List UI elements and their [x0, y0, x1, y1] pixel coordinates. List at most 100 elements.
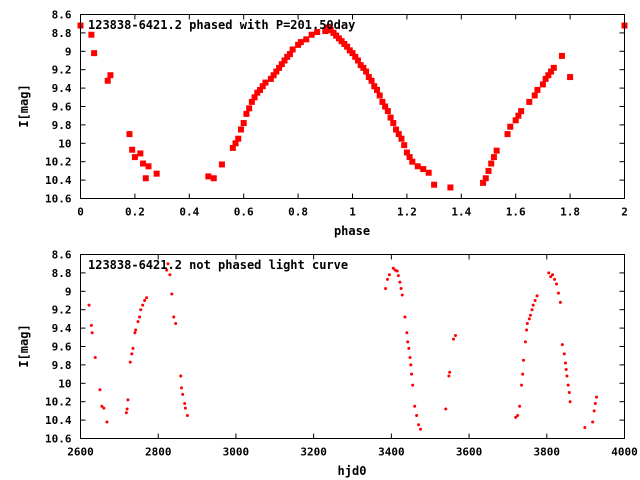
phased-x-axis-label: phase [334, 224, 370, 238]
light-curve-data-point [89, 323, 93, 327]
light-curve-data-point [384, 287, 388, 291]
phased-data-point [395, 131, 402, 138]
light-curve-data-point [564, 368, 568, 371]
light-curve-data-point [556, 291, 560, 295]
light-curve-data-point [131, 346, 135, 350]
phased-plot-frame [80, 14, 625, 199]
phased-data-point [232, 140, 239, 147]
light-curve-data-point [139, 308, 143, 312]
light-curve-x-tick-label: 2800 [145, 446, 172, 459]
phased-y-tick-label: 9.2 [52, 64, 72, 77]
light-curve-data-point [185, 414, 189, 417]
light-curve-data-point [551, 273, 555, 277]
light-curve-data-point [411, 383, 415, 387]
phased-x-tick-label: 0.2 [125, 206, 145, 219]
phased-data-point [322, 28, 329, 35]
phased-data-point [512, 117, 519, 124]
light-curve-data-point [518, 404, 522, 408]
phased-data-point [218, 161, 225, 168]
light-curve-y-tick-label: 8.6 [52, 249, 72, 262]
light-curve-data-point [591, 420, 595, 424]
phased-data-point [488, 160, 495, 167]
light-curve-data-point [98, 388, 102, 392]
light-curve-data-point [406, 340, 410, 344]
phased-data-point [243, 110, 250, 117]
light-curve-data-point [90, 331, 94, 335]
light-curve-data-point [530, 308, 534, 312]
phased-data-point [107, 72, 114, 79]
phased-data-point [490, 154, 497, 161]
light-curve-data-point [138, 315, 142, 319]
light-curve-x-tick-label: 3400 [378, 446, 405, 459]
light-curve-data-point [565, 374, 569, 378]
light-curve-data-point [555, 282, 558, 286]
phased-data-point [425, 169, 432, 176]
phased-data-point [365, 74, 372, 81]
phased-x-tick-label: 0.6 [234, 206, 254, 219]
phased-data-point [368, 77, 375, 84]
phased-data-point [276, 64, 283, 71]
light-curve-y-tick-label: 9.8 [52, 359, 72, 372]
phased-data-point [558, 52, 565, 59]
phased-y-tick-label: 10.4 [45, 174, 72, 187]
light-curve-data-point [125, 407, 129, 411]
light-curve-data-point [525, 322, 529, 325]
light-curve-data-point [415, 414, 419, 417]
phased-x-tick-label: 0.8 [288, 206, 308, 219]
light-curve-data-point [593, 402, 597, 406]
light-curve-x-tick-label: 3800 [534, 446, 561, 459]
phased-data-point [349, 50, 356, 57]
phased-data-point [354, 57, 361, 64]
phased-data-point [376, 92, 383, 99]
light-curve-data-point [452, 337, 456, 341]
light-curve-data-point [180, 386, 184, 390]
phased-data-point [240, 120, 247, 127]
phased-data-point [485, 167, 492, 174]
light-curve-data-point [130, 352, 134, 356]
phased-data-point [137, 150, 144, 157]
phased-data-point [373, 86, 380, 93]
light-curve-plot-panel: 2600 2800 3000 3200 3400 3600 3800 4000 8.6 8.8 9 9… [17, 249, 638, 479]
phased-data-point [534, 86, 541, 93]
phased-y-tick-label: 9.6 [52, 101, 72, 114]
phased-data-point [482, 175, 489, 182]
light-curve-data-point [566, 383, 570, 387]
phased-data-point [382, 103, 389, 110]
light-curve-data-point [183, 402, 187, 406]
light-curve-data-point [535, 294, 539, 298]
light-curve-data-point [549, 275, 553, 279]
phased-data-point [104, 77, 111, 84]
phased-data-point [567, 74, 574, 81]
light-curve-data-point [385, 277, 389, 281]
light-curve-y-tick-label: 10 [58, 377, 71, 390]
light-curve-data-point [521, 372, 525, 376]
light-curve-data-point [395, 269, 399, 273]
light-curve-data-point [562, 352, 566, 356]
light-curve-data-point [583, 425, 587, 429]
light-curve-data-point [124, 411, 128, 415]
phased-data-point [210, 175, 217, 182]
light-curve-plot-title: 123838-6421.2 not phased light curve [88, 258, 348, 272]
light-curve-y-tick-label: 9.2 [52, 304, 72, 317]
light-curve-data-point [447, 374, 451, 378]
phased-data-point [507, 123, 514, 130]
light-curve-y-tick-label: 9.4 [52, 322, 72, 335]
phased-data-point [257, 86, 264, 93]
phased-data-point [545, 72, 552, 79]
phased-y-axis-label: I[mag] [17, 84, 31, 127]
light-curve-data-point [400, 293, 404, 297]
phased-data-point [308, 31, 315, 38]
phased-y-tick-label: 9 [65, 45, 72, 58]
light-curve-data-point [105, 420, 109, 424]
phased-y-tick-label: 9.4 [52, 82, 72, 95]
phased-data-point [267, 75, 274, 82]
phased-data-point [531, 92, 538, 99]
light-curve-data-point [410, 372, 414, 376]
phased-data-point [246, 105, 253, 112]
light-curve-data-point [133, 331, 137, 335]
phased-plot-panel: 0 0.2 0.4 0.6 0.8 1 1.2 1.4 1.6 1.8 2 8.6 8.8 9 9.2 9.4… [17, 9, 628, 239]
light-curve-data-point [409, 363, 413, 367]
phased-data-point [286, 51, 293, 58]
light-curve-data-point [568, 400, 572, 404]
